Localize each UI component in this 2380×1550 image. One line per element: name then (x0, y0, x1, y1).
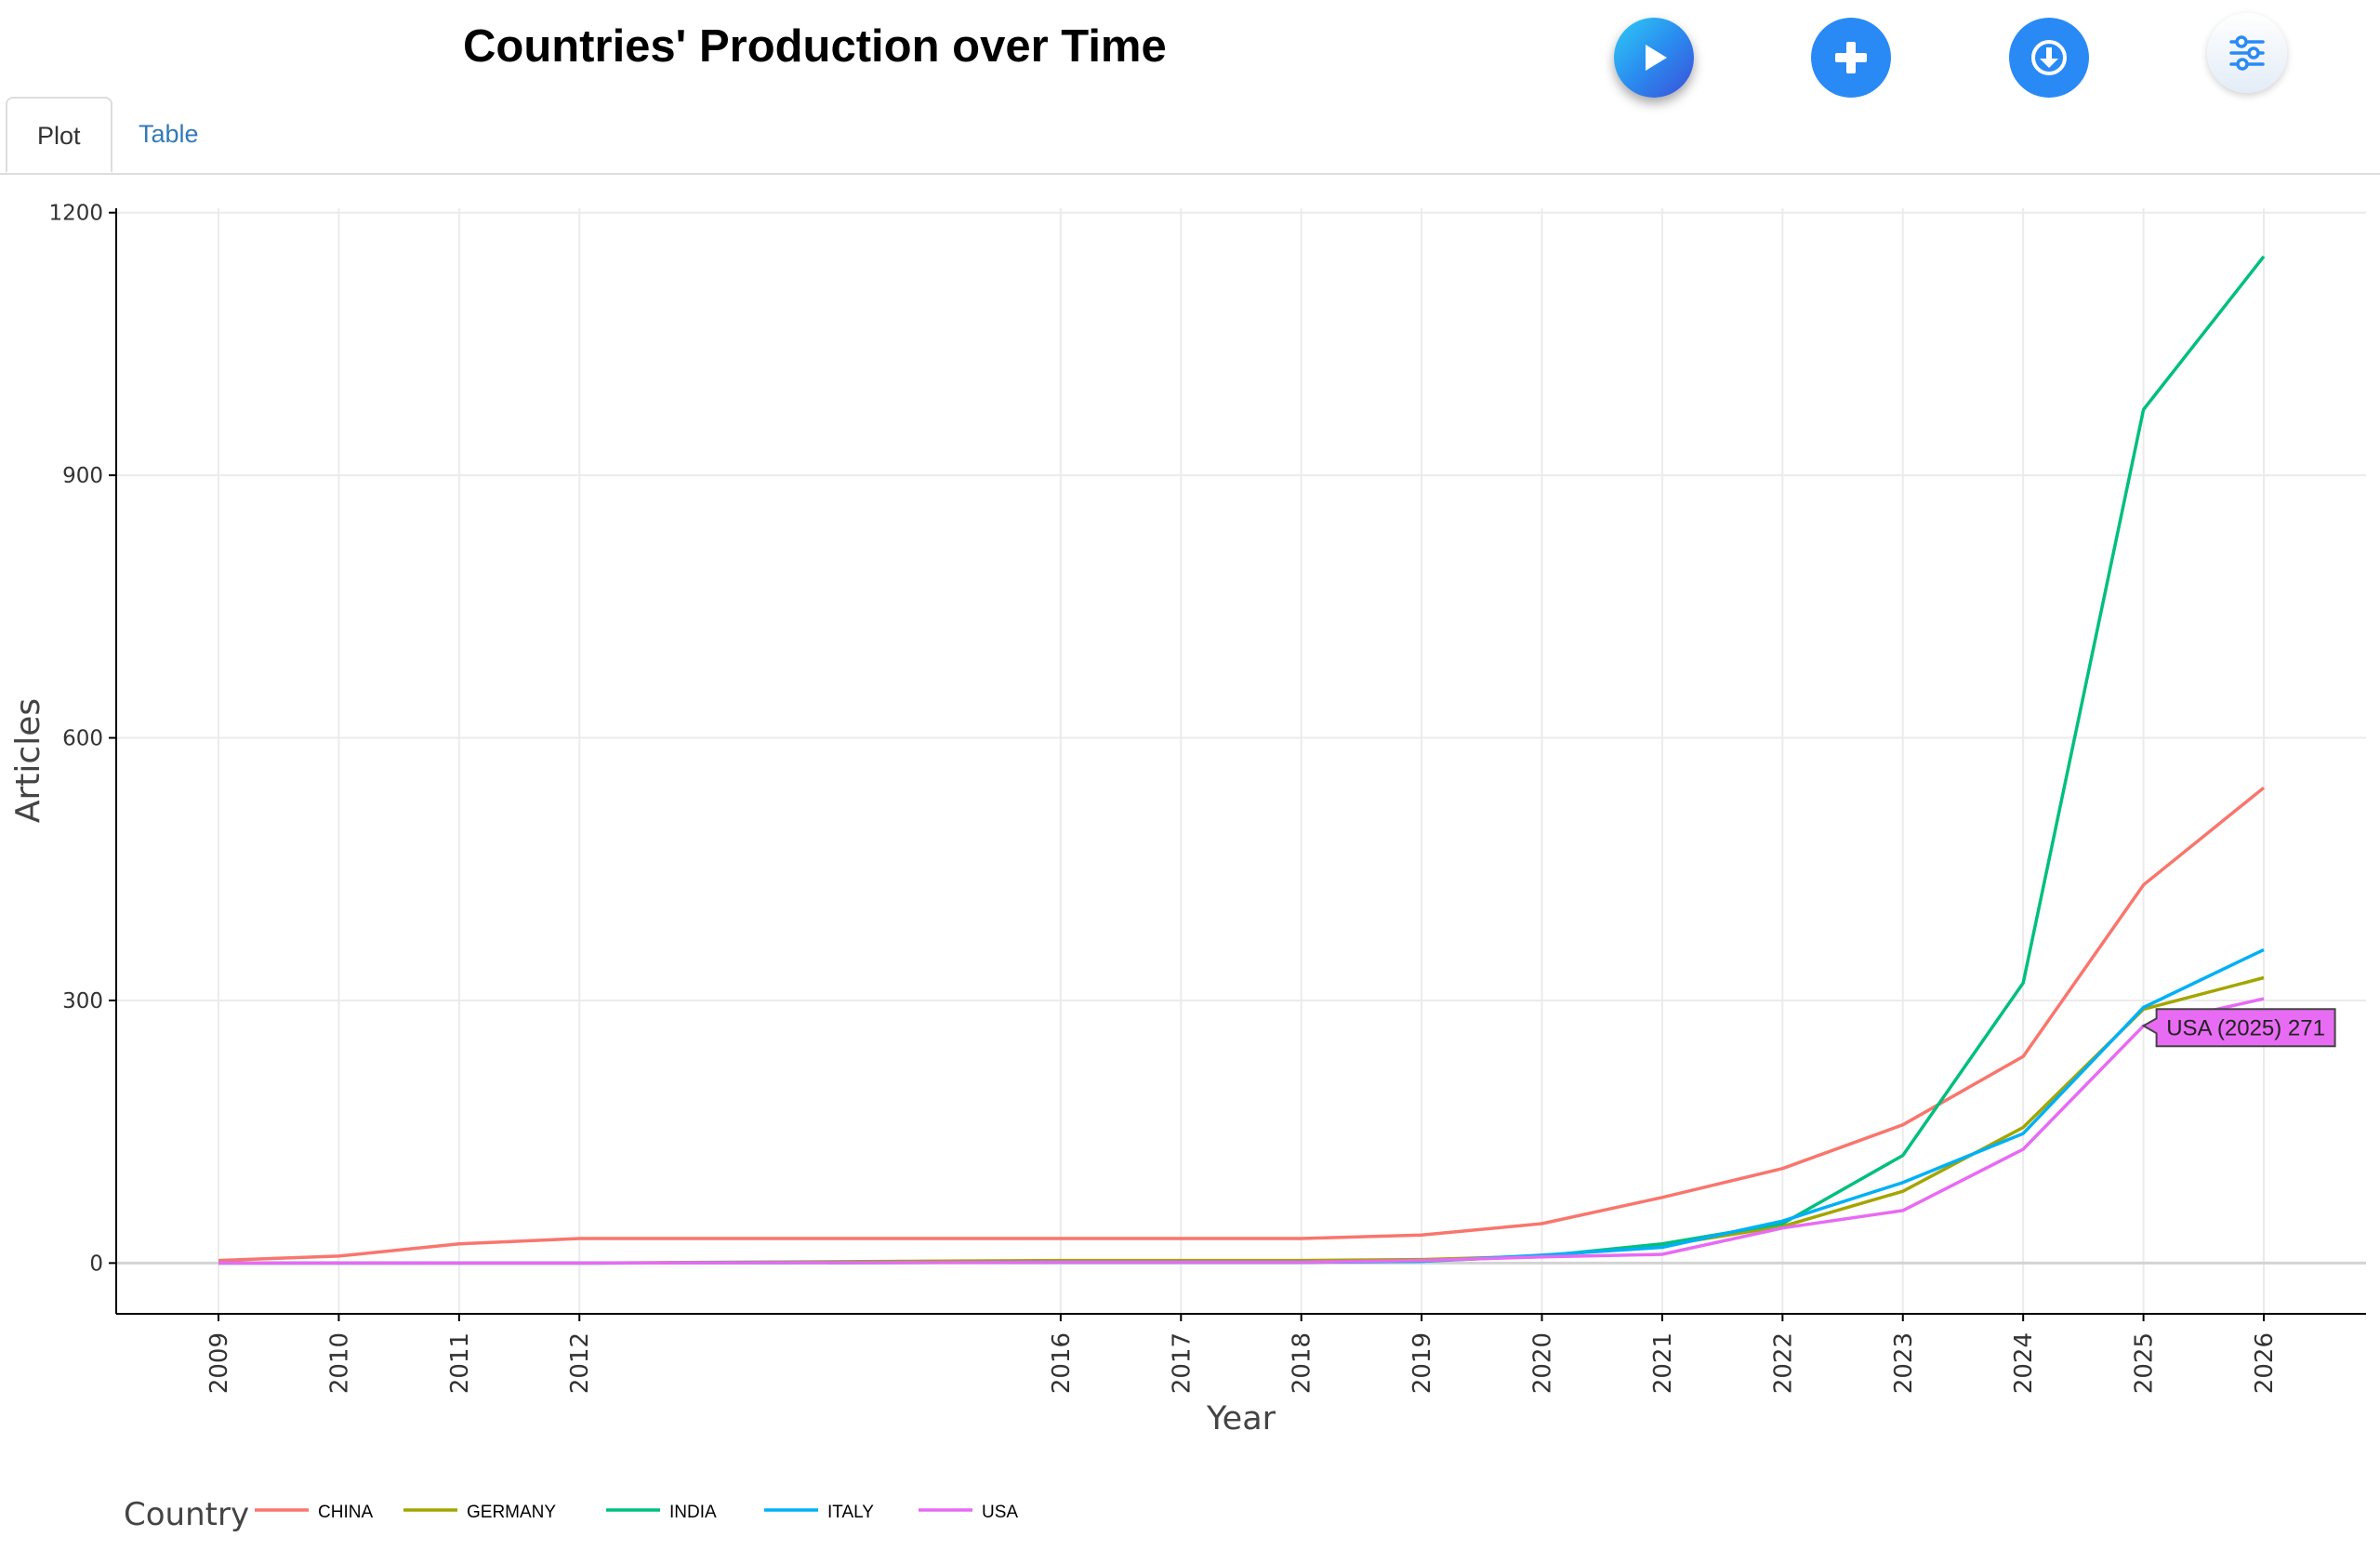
header: Countries' Production over Time (0, 0, 2380, 102)
x-tick-label: 2024 (2010, 1332, 2038, 1394)
x-tick-label: 2026 (2251, 1332, 2279, 1394)
x-tick-label: 2016 (1048, 1332, 1076, 1394)
x-axis-title: Year (1206, 1400, 1276, 1437)
x-tick-label: 2011 (446, 1332, 474, 1394)
x-tick-label: 2009 (205, 1332, 233, 1394)
x-tick-label: 2018 (1289, 1332, 1316, 1394)
series-line-germany[interactable] (218, 975, 2265, 1265)
y-tick-label: 300 (62, 989, 103, 1013)
x-tick-label: 2017 (1168, 1332, 1196, 1394)
x-tick-label: 2020 (1529, 1332, 1557, 1394)
y-axis-title: Articles (9, 698, 47, 823)
y-tick-label: 600 (62, 727, 103, 751)
hover-tooltip-box (2141, 1008, 2336, 1048)
y-tick-label: 1200 (48, 202, 103, 226)
x-tick-label: 2012 (566, 1332, 594, 1394)
tab-table[interactable]: Table (139, 120, 199, 148)
legend-label-germany[interactable]: GERMANY (467, 1503, 556, 1522)
settings-button[interactable] (2207, 13, 2287, 93)
legend-label-italy[interactable]: ITALY (827, 1503, 874, 1522)
play-icon (1646, 45, 1667, 71)
tab-bar: Plot Table (0, 97, 2380, 175)
x-tick-label: 2021 (1649, 1332, 1677, 1394)
add-button[interactable] (1811, 18, 1891, 98)
series-line-india[interactable] (218, 255, 2266, 1265)
series-line-usa[interactable] (218, 997, 2265, 1265)
y-tick-label: 900 (62, 464, 103, 488)
legend-title: Country (124, 1496, 249, 1533)
legend-label-china[interactable]: CHINA (318, 1503, 373, 1522)
x-tick-label: 2010 (325, 1332, 353, 1394)
download-button[interactable] (2009, 18, 2089, 98)
series-line-china[interactable] (218, 786, 2266, 1263)
hover-tooltip-text: USA (2025) 271 (2166, 1015, 2325, 1040)
x-tick-label: 2025 (2131, 1332, 2159, 1394)
page-title: Countries' Production over Time (463, 21, 1167, 72)
legend-label-india[interactable]: INDIA (669, 1503, 717, 1522)
y-tick-label: 0 (89, 1252, 103, 1276)
plus-icon (1835, 42, 1867, 73)
x-tick-label: 2019 (1408, 1332, 1436, 1394)
x-tick-label: 2023 (1890, 1332, 1918, 1394)
x-tick-label: 2022 (1769, 1332, 1797, 1394)
series-line-italy[interactable] (218, 947, 2265, 1265)
download-icon (2031, 40, 2067, 75)
legend-label-usa[interactable]: USA (982, 1503, 1018, 1522)
tab-plot[interactable]: Plot (6, 97, 112, 173)
sliders-icon (2229, 35, 2265, 71)
play-button[interactable] (1614, 18, 1694, 98)
